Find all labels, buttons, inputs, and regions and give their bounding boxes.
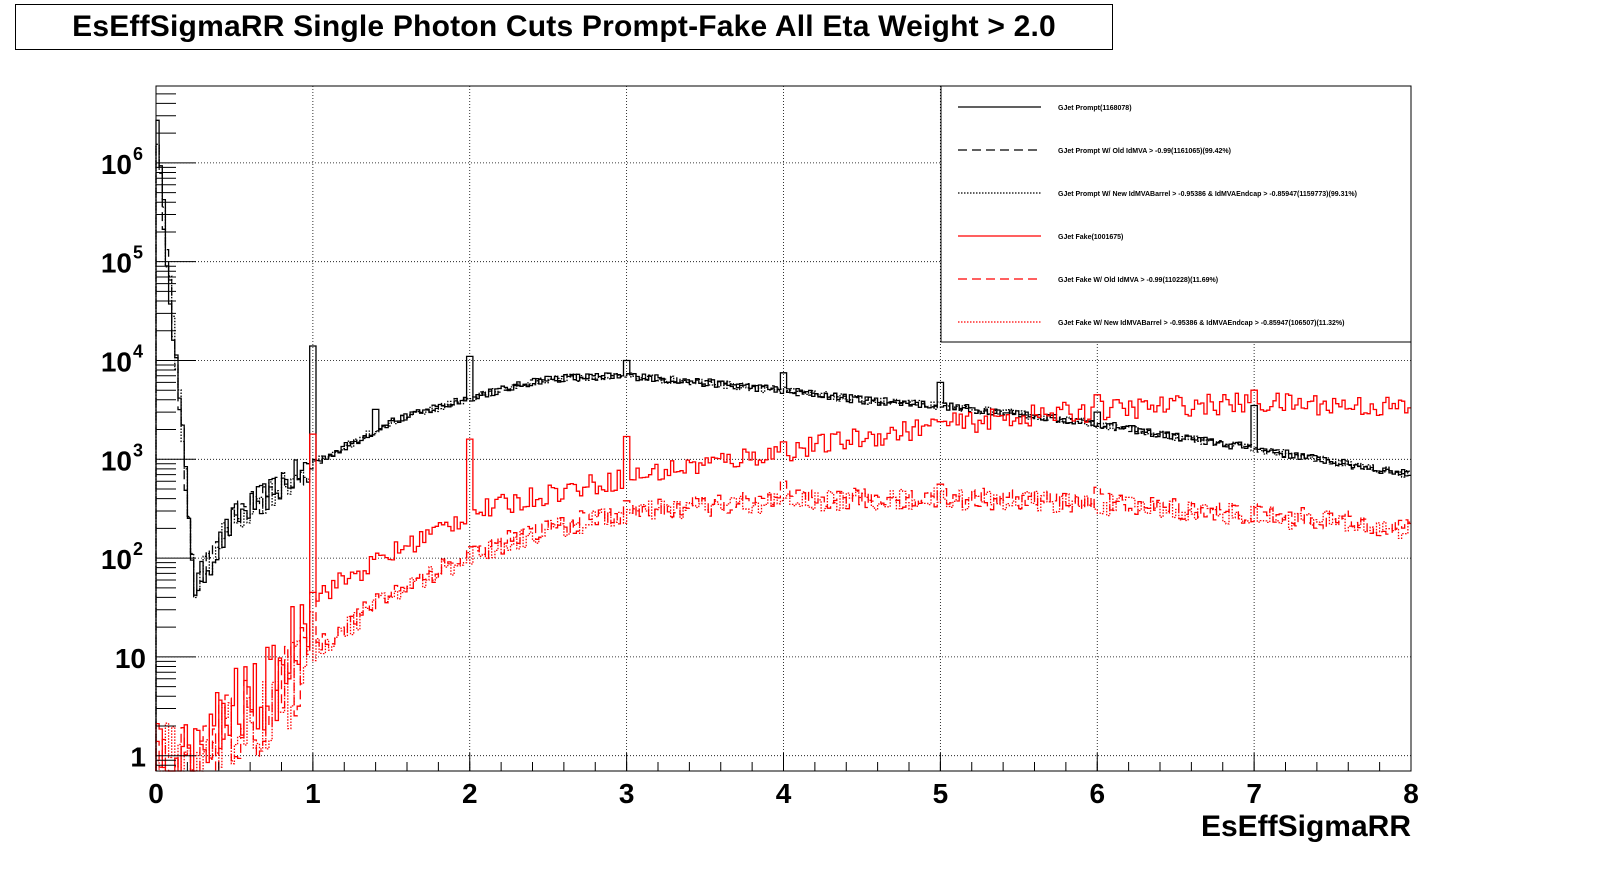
y-tick-label: 10 — [101, 445, 132, 476]
x-tick-label: 5 — [933, 778, 949, 809]
y-tick-exponent: 2 — [133, 539, 143, 559]
legend-box — [940, 85, 1412, 343]
y-tick-label: 10 — [101, 248, 132, 279]
y-tick-label: 10 — [101, 346, 132, 377]
x-tick-label: 7 — [1246, 778, 1262, 809]
series-line-4 — [155, 389, 1411, 772]
y-tick-exponent: 5 — [133, 243, 143, 263]
x-tick-label: 2 — [462, 778, 478, 809]
y-tick-label: 1 — [130, 742, 146, 773]
y-tick-label: 10 — [101, 149, 132, 180]
series-layer — [155, 119, 1411, 772]
x-tick-label: 0 — [148, 778, 164, 809]
legend: GJet Prompt(1168078) GJet Prompt W/ Old I… — [940, 85, 1412, 343]
x-axis-title: EsEffSigmaRR — [1201, 810, 1411, 843]
x-tick-label: 4 — [776, 778, 792, 809]
legend-label: GJet Fake W/ Old IdMVA > -0.99(110228)(1… — [1058, 277, 1218, 284]
series-line-6 — [155, 487, 1411, 772]
y-tick-exponent: 4 — [133, 341, 143, 361]
y-tick-exponent: 6 — [133, 144, 143, 164]
x-tick-label: 6 — [1089, 778, 1105, 809]
x-tick-label: 8 — [1403, 778, 1419, 809]
x-tick-label: 3 — [619, 778, 635, 809]
y-tick-label: 10 — [101, 544, 132, 575]
series-line-2 — [155, 144, 1411, 771]
legend-label: GJet Fake(1001675) — [1058, 234, 1123, 241]
y-tick-label: 10 — [115, 643, 146, 674]
legend-label: GJet Fake W/ New IdMVABarrel > -0.95386 … — [1058, 320, 1344, 327]
legend-label: GJet Prompt(1168078) — [1058, 105, 1132, 112]
x-tick-label: 1 — [305, 778, 321, 809]
series-line-3 — [155, 143, 1411, 771]
legend-label: GJet Prompt W/ New IdMVABarrel > -0.9538… — [1058, 191, 1357, 198]
chart-title: EsEffSigmaRR Single Photon Cuts Prompt-F… — [72, 10, 1056, 43]
y-tick-exponent: 3 — [133, 440, 143, 460]
chart-title-box: EsEffSigmaRR Single Photon Cuts Prompt-F… — [15, 4, 1113, 50]
legend-label: GJet Prompt W/ Old IdMVA > -0.99(1161065… — [1058, 148, 1231, 155]
series-line-5 — [155, 480, 1411, 772]
